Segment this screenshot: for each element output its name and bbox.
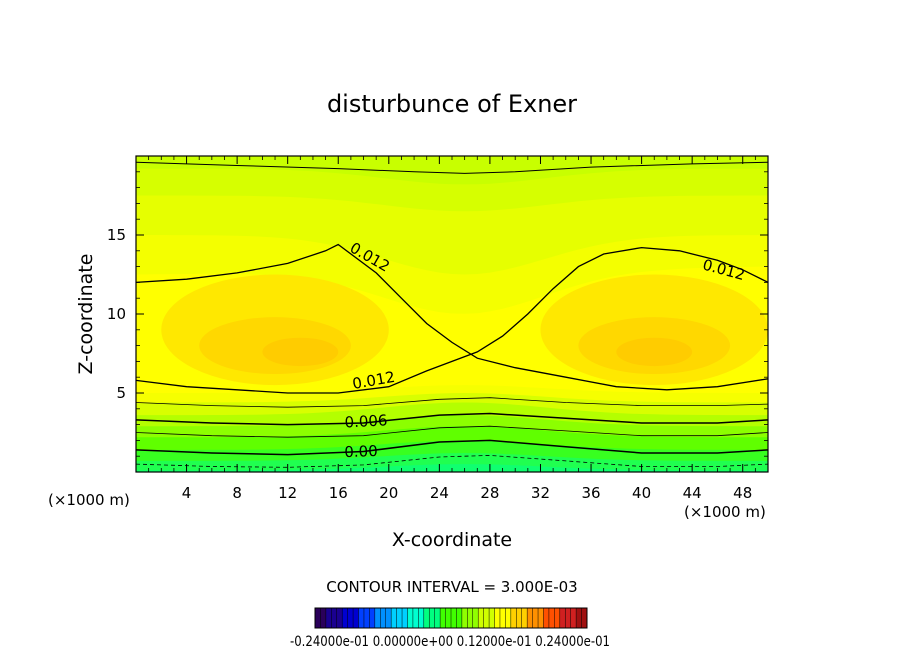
x-tick-label: 44 (683, 484, 702, 502)
colorbar-cell (353, 608, 359, 628)
contour-label-text: 0.006 (344, 411, 388, 431)
colorbar-cell (363, 608, 370, 628)
colorbar-cell (538, 608, 544, 628)
colorbar-cell (412, 608, 419, 628)
contour-label-4: 0.00 (344, 442, 378, 461)
colorbar-cell (559, 608, 566, 628)
colorbar-frame (314, 607, 588, 629)
x-tick-label: 4 (182, 484, 192, 502)
fill-blob-5 (616, 337, 693, 367)
colorbar-cell (331, 608, 338, 628)
x-tick-label: 24 (430, 484, 449, 502)
contour-label-text: 0.00 (344, 442, 378, 461)
contour-interval-label: CONTOUR INTERVAL = 3.000E-03 (326, 578, 577, 596)
colorbar-cell (554, 608, 561, 628)
colorbar-labels: -0.24000e-01 0.00000e+00 0.12000e-01 0.2… (290, 634, 610, 650)
colorbar-cell (472, 608, 479, 628)
colorbar-cell (347, 608, 354, 628)
x-tick-label: 36 (581, 484, 600, 502)
contour-line-top (136, 161, 768, 174)
colorbar-cell (434, 608, 441, 628)
colorbar-cell (336, 608, 343, 628)
colorbar-cell (581, 608, 588, 628)
x-tick-label: 32 (531, 484, 550, 502)
colorbar-cell (374, 608, 381, 628)
colorbar-cell (461, 608, 468, 628)
chart-title: disturbunce of Exner (327, 90, 577, 118)
colorbar-cell (396, 608, 403, 628)
y-tick-label: 5 (116, 384, 126, 402)
y-axis-label: Z-coordinate (75, 254, 97, 375)
colorbar-cell (456, 608, 463, 628)
colorbar-cell (369, 608, 376, 628)
colorbar-cell (494, 608, 501, 628)
colorbar-cell (483, 608, 490, 628)
contour-line-0.006 (136, 412, 768, 426)
colorbar-cell (499, 608, 506, 628)
contour-fill-layer (136, 156, 768, 472)
colorbar-cell (440, 608, 446, 628)
contour-line-0.012-b (136, 246, 768, 394)
colorbar-cell (516, 608, 523, 628)
colorbar-cell (418, 608, 425, 628)
colorbar-cell (521, 608, 528, 628)
colorbar-cell (402, 608, 408, 628)
x-tick-label: 40 (632, 484, 651, 502)
contour-line-0.012-a (136, 243, 768, 391)
x-axis-label: X-coordinate (392, 529, 512, 551)
colorbar-cell (325, 608, 332, 628)
fill-blob-4 (262, 337, 339, 367)
contour-label-3: 0.006 (344, 411, 388, 431)
colorbar-cell (391, 608, 397, 628)
x-tick-label: 16 (329, 484, 348, 502)
x-tick-label: 48 (733, 484, 752, 502)
contour-line-0.003 (136, 425, 768, 438)
colorbar-cell (527, 608, 533, 628)
colorbar-cell (358, 608, 365, 628)
x-axis-ticks: 4 8 12 16 20 24 28 32 36 40 44 48 (148, 156, 756, 502)
colorbar-cell (320, 608, 327, 628)
colorbar-cell (380, 608, 387, 628)
colorbar-cell (342, 608, 348, 628)
x-unit-left: (×1000 m) (48, 491, 130, 509)
colorbar-cell (489, 608, 495, 628)
colorbar-cell (407, 608, 414, 628)
x-unit-right: (×1000 m) (684, 503, 766, 521)
x-tick-label: 8 (232, 484, 242, 502)
x-tick-label: 20 (379, 484, 398, 502)
colorbar-cell (565, 608, 571, 628)
colorbar (314, 607, 588, 629)
x-tick-label: 28 (480, 484, 499, 502)
contour-line-0.009 (136, 397, 768, 408)
contour-line-0.000 (136, 439, 768, 456)
fill-band-10 (136, 453, 768, 472)
colorbar-cell (429, 608, 435, 628)
x-tick-label: 12 (278, 484, 297, 502)
colorbar-cell (423, 608, 430, 628)
y-axis-ticks: 5 10 15 (107, 171, 768, 457)
colorbar-cell (315, 608, 321, 628)
y-tick-label: 15 (107, 226, 126, 244)
colorbar-cell (385, 608, 392, 628)
colorbar-cell (505, 608, 512, 628)
colorbar-cell (467, 608, 474, 628)
colorbar-cell (478, 608, 484, 628)
colorbar-cell (576, 608, 582, 628)
colorbar-cell (451, 608, 457, 628)
colorbar-cell (543, 608, 550, 628)
colorbar-cell (570, 608, 577, 628)
colorbar-cell (445, 608, 452, 628)
colorbar-cell (510, 608, 517, 628)
colorbar-cell (548, 608, 555, 628)
colorbar-cell (532, 608, 539, 628)
contour-line-neg (136, 454, 768, 468)
contour-line-layer (136, 161, 768, 468)
y-tick-label: 10 (107, 305, 126, 323)
